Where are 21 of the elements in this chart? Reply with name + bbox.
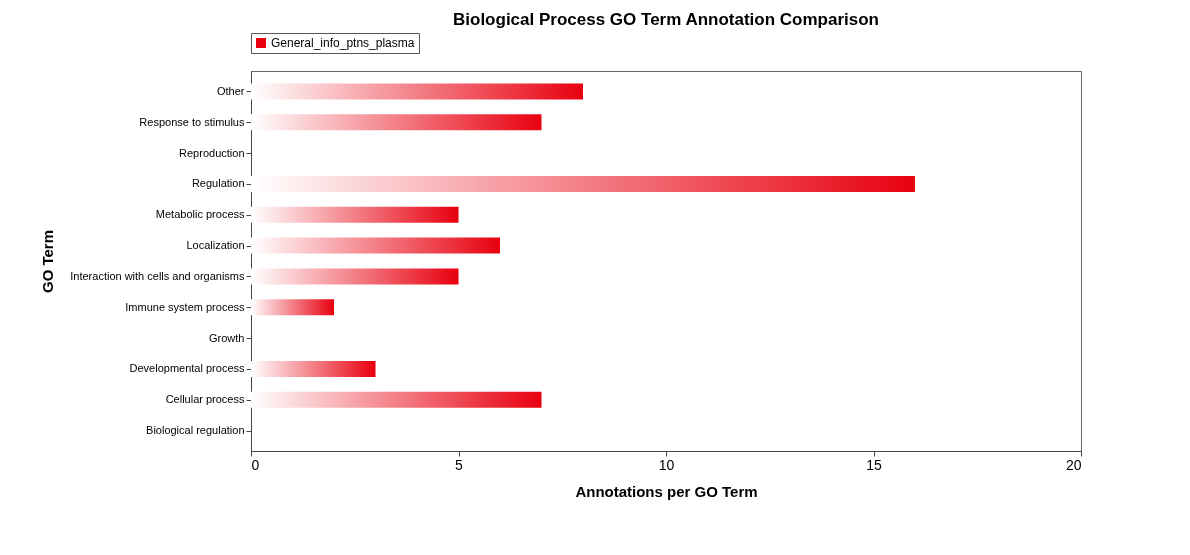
y-tick-label: Response to stimulus: [139, 115, 245, 128]
y-tick-label: Immune system process: [125, 300, 245, 313]
y-tick-label: Regulation: [191, 177, 245, 190]
y-tick-label: Reproduction: [179, 146, 245, 159]
x-tick-label: 15: [866, 456, 882, 473]
y-axis-title: GO Term: [39, 229, 57, 294]
y-tick-label: Developmental process: [129, 362, 245, 375]
x-tick-label: 5: [455, 456, 464, 473]
y-tick-label: Growth: [209, 331, 245, 344]
y-tick-label: Other: [216, 84, 245, 97]
x-axis-title: Annotations per GO Term: [575, 482, 758, 500]
x-tick-label: 20: [1065, 456, 1082, 473]
y-tick-label: Metabolic process: [155, 208, 245, 221]
y-tick-label: Interaction with cells and organisms: [70, 269, 245, 282]
chart-title: Biological Process GO Term Annotation Comparison: [452, 9, 880, 29]
legend-label: General_info_ptns_plasma: [271, 36, 415, 50]
y-tick-label: Biological regulation: [146, 424, 245, 437]
y-tick-label: Localization: [186, 239, 245, 252]
x-tick-label: 0: [251, 456, 260, 473]
x-tick-label: 10: [658, 456, 675, 473]
y-tick-label: Cellular process: [165, 393, 245, 406]
